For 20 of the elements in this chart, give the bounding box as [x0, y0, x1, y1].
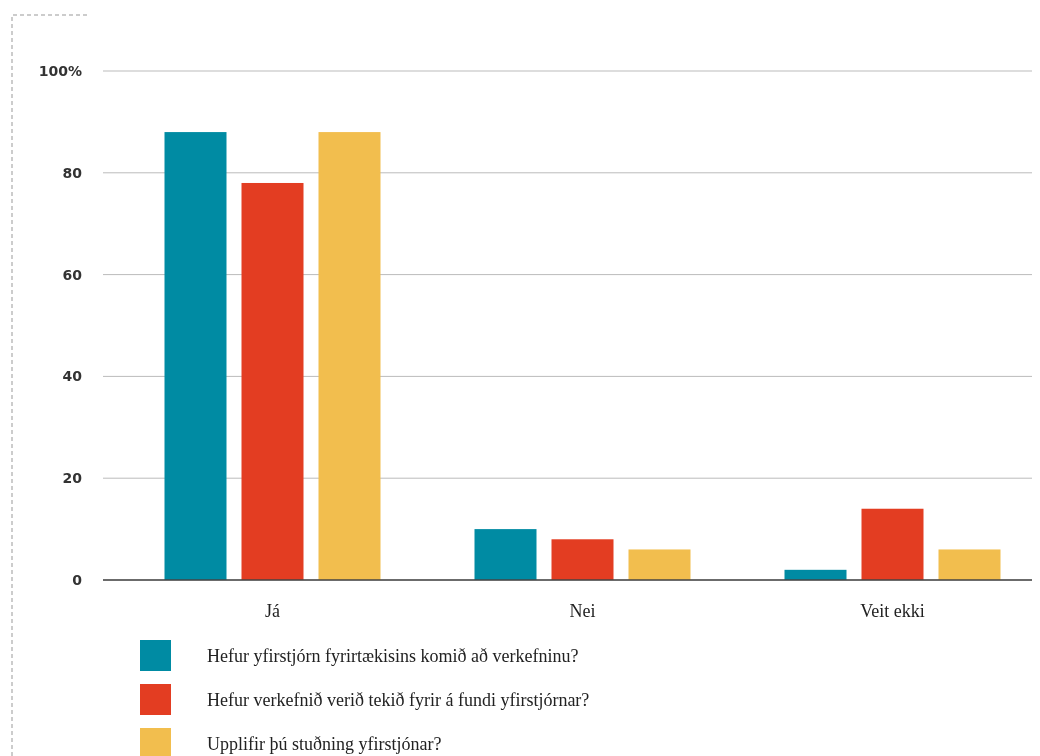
y-tick-label: 0	[72, 572, 83, 588]
bar	[241, 182, 304, 580]
bar	[861, 508, 924, 580]
bar	[474, 529, 537, 580]
bar	[628, 549, 691, 580]
y-tick-label: 20	[62, 470, 83, 487]
y-tick-label: 60	[62, 266, 83, 283]
bar	[938, 549, 1001, 580]
y-tick-label: 40	[62, 368, 83, 385]
y-tick-label: 80	[62, 164, 83, 181]
legend-label: Hefur yfirstjórn fyrirtækisins komið að verkefninu?	[207, 646, 579, 666]
x-tick-label: Já	[265, 601, 280, 621]
bar	[318, 132, 381, 580]
x-tick-label: Veit ekki	[860, 601, 925, 621]
bar	[551, 539, 614, 580]
y-tick-label: 100%	[38, 63, 82, 79]
bar	[164, 132, 227, 580]
legend-label: Upplifir þú stuðning yfirstjónar?	[207, 734, 442, 754]
legend-label: Hefur verkefnið verið tekið fyrir á fundi yfirstjórnar?	[207, 690, 590, 710]
x-tick-label: Nei	[569, 601, 596, 621]
